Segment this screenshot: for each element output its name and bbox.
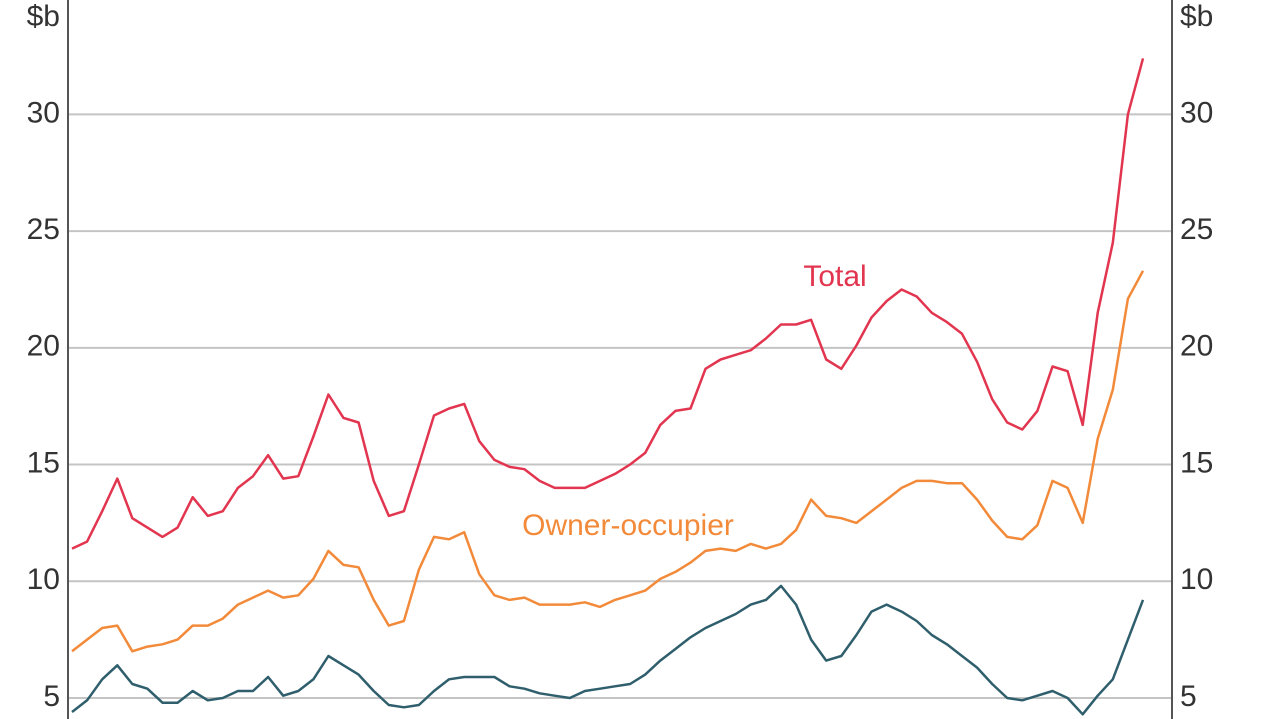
y-tick-label: 5 [43,680,60,713]
y-tick-label-right: 5 [1180,680,1197,713]
y-tick-label: 15 [27,446,60,479]
y-tick-label: 25 [27,213,60,246]
y-tick-label-right: 30 [1180,96,1213,129]
y-tick-label: 30 [27,96,60,129]
y-tick-label-right: 10 [1180,563,1213,596]
y-tick-label: 10 [27,563,60,596]
series-label: Total [803,260,866,293]
y-tick-label-right: 25 [1180,213,1213,246]
series-line [71,584,1145,716]
y-tick-label-right: 15 [1180,446,1213,479]
y-unit-right: $b [1180,0,1213,33]
series-line [71,58,1145,550]
y-unit: $b [27,0,60,33]
series-label: Owner-occupier [522,509,734,542]
y-tick-label: 20 [27,330,60,363]
series-line [71,270,1145,653]
y-tick-label-right: 20 [1180,330,1213,363]
